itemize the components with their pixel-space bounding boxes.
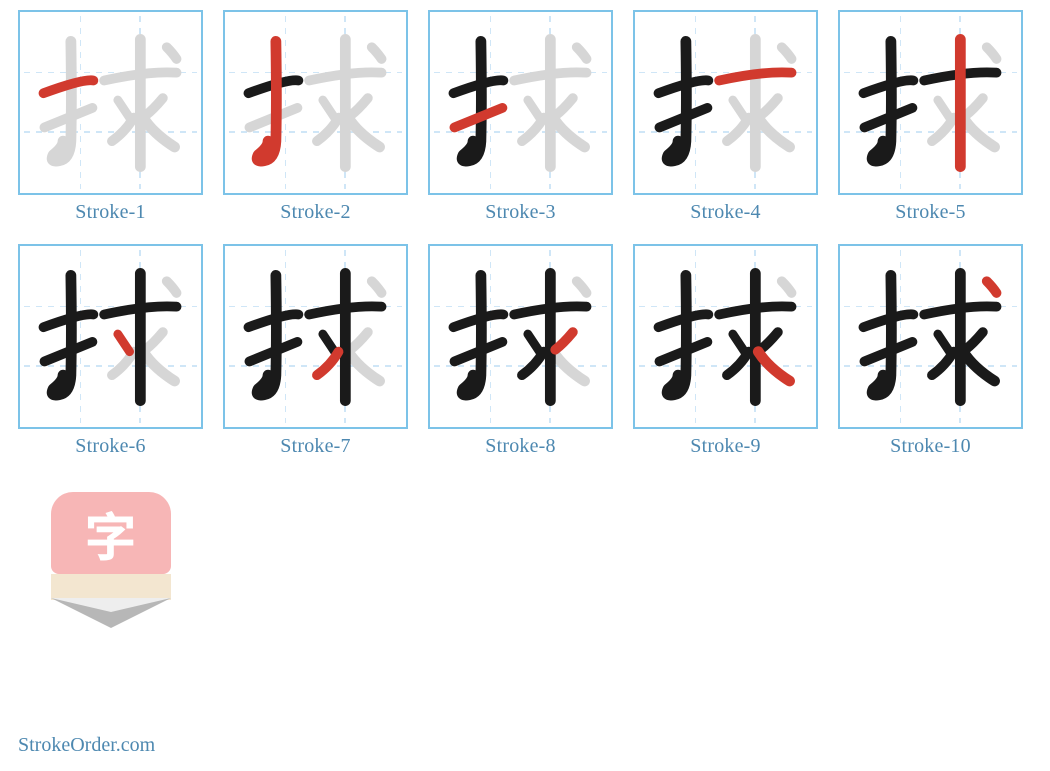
- stroke-label: Stroke-7: [280, 435, 350, 458]
- stroke-grid: Stroke-1 Stroke-2 Stroke-3 Stroke-4 Stroke-5…: [18, 10, 1032, 632]
- stroke-tile: [223, 244, 408, 429]
- character-svg: [20, 12, 201, 193]
- watermark: StrokeOrder.com: [18, 734, 155, 757]
- character-svg: [225, 12, 406, 193]
- stroke-cell: Stroke-5: [838, 10, 1023, 224]
- stroke-label: Stroke-9: [690, 435, 760, 458]
- stroke-label: Stroke-2: [280, 201, 350, 224]
- stroke-label: Stroke-6: [75, 435, 145, 458]
- stroke-label: Stroke-10: [890, 435, 971, 458]
- stroke-cell: Stroke-2: [223, 10, 408, 224]
- stroke-cell: Stroke-4: [633, 10, 818, 224]
- stroke-tile: [633, 244, 818, 429]
- stroke-tile: [223, 10, 408, 195]
- character-svg: [225, 246, 406, 427]
- character-svg: [635, 246, 816, 427]
- character-glyph: [635, 246, 816, 427]
- stroke-tile: [838, 244, 1023, 429]
- character-svg: [840, 246, 1021, 427]
- logo-icon: 字: [51, 492, 171, 632]
- character-glyph: [840, 12, 1021, 193]
- character-glyph: [430, 12, 611, 193]
- stroke-cell: Stroke-7: [223, 244, 408, 458]
- logo-char: 字: [84, 496, 136, 571]
- character-glyph: [225, 12, 406, 193]
- stroke-cell: Stroke-6: [18, 244, 203, 458]
- stroke-cell: Stroke-9: [633, 244, 818, 458]
- character-svg: [430, 246, 611, 427]
- stroke-cell: Stroke-10: [838, 244, 1023, 458]
- character-svg: [430, 12, 611, 193]
- stroke-tile: [838, 10, 1023, 195]
- character-svg: [635, 12, 816, 193]
- character-glyph: [635, 12, 816, 193]
- character-glyph: [840, 246, 1021, 427]
- stroke-cell: Stroke-8: [428, 244, 613, 458]
- stroke-tile: [428, 244, 613, 429]
- stroke-label: Stroke-8: [485, 435, 555, 458]
- character-glyph: [225, 246, 406, 427]
- character-glyph: [20, 246, 201, 427]
- stroke-label: Stroke-3: [485, 201, 555, 224]
- stroke-cell: Stroke-3: [428, 10, 613, 224]
- character-glyph: [20, 12, 201, 193]
- logo-cell: 字: [18, 478, 203, 632]
- stroke-tile: [18, 244, 203, 429]
- stroke-label: Stroke-5: [895, 201, 965, 224]
- stroke-tile: [428, 10, 613, 195]
- character-glyph: [430, 246, 611, 427]
- stroke-tile: [633, 10, 818, 195]
- character-svg: [20, 246, 201, 427]
- stroke-cell: Stroke-1: [18, 10, 203, 224]
- character-svg: [840, 12, 1021, 193]
- stroke-label: Stroke-1: [75, 201, 145, 224]
- stroke-tile: [18, 10, 203, 195]
- stroke-label: Stroke-4: [690, 201, 760, 224]
